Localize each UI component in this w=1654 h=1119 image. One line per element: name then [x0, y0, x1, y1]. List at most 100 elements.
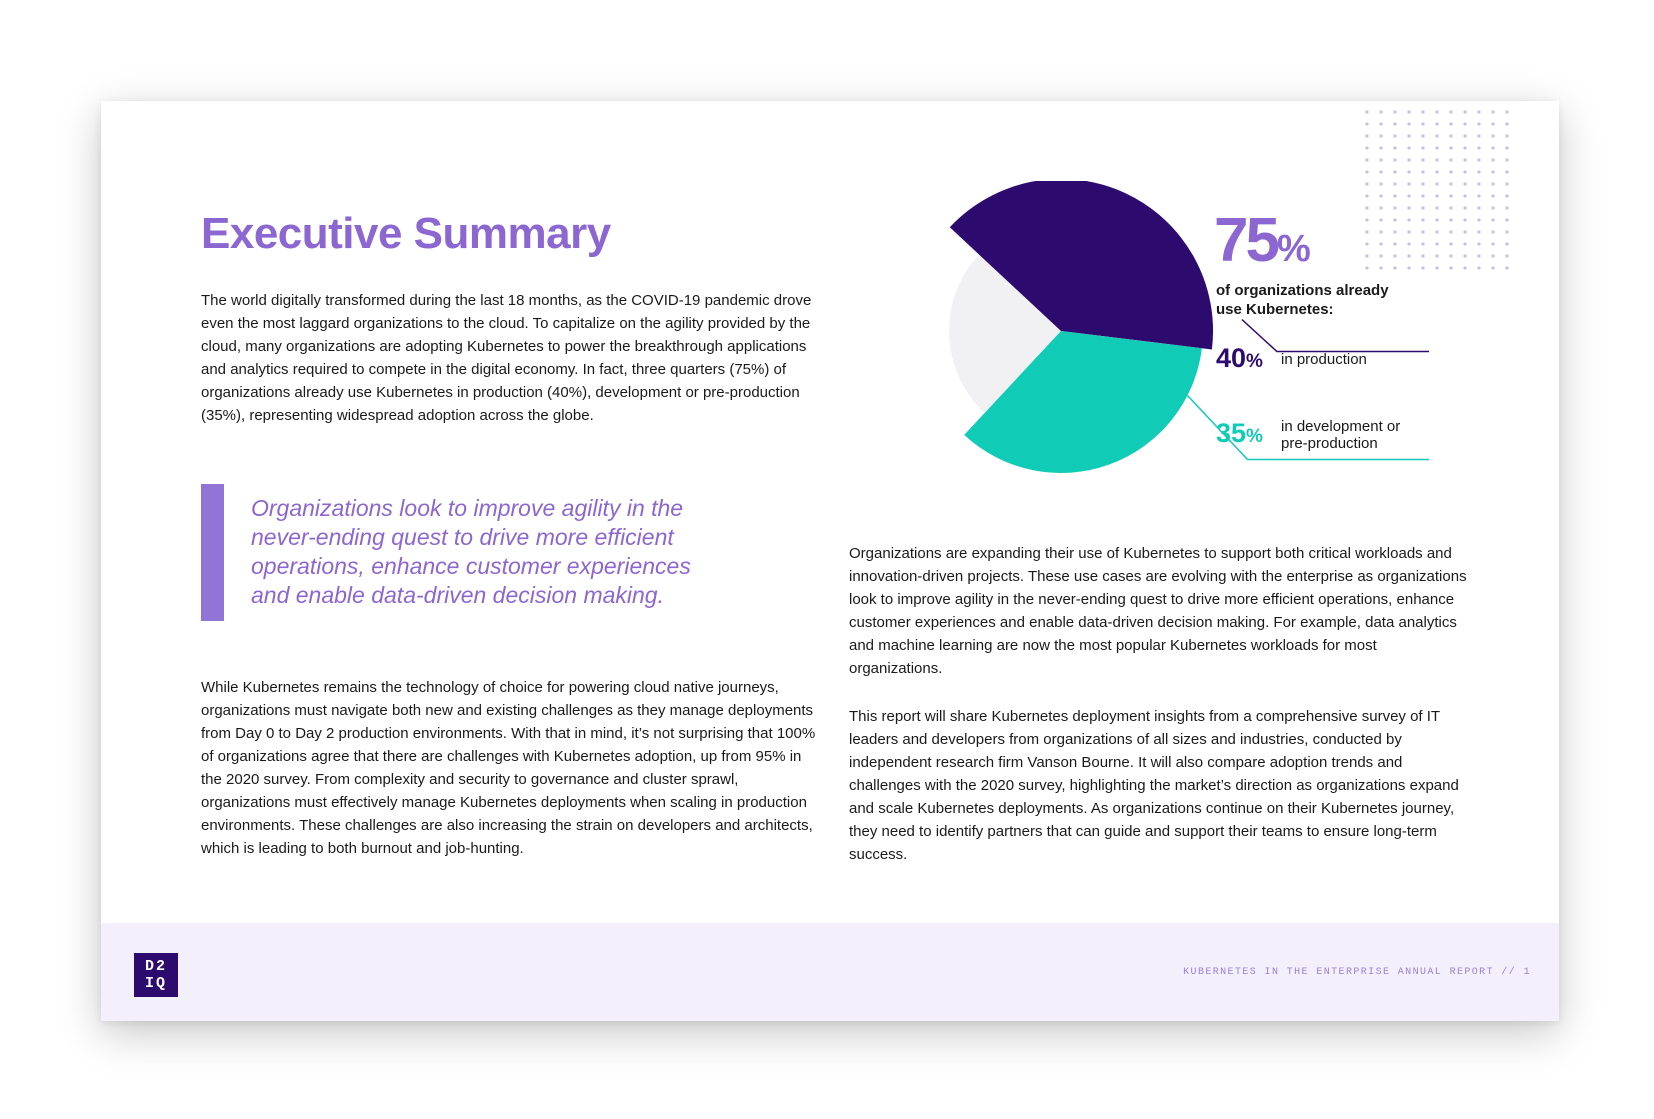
decorative-dot	[1505, 206, 1509, 210]
decorative-dot	[1463, 182, 1467, 186]
decorative-dot	[1463, 218, 1467, 222]
decorative-dot	[1435, 134, 1439, 138]
decorative-dot	[1407, 158, 1411, 162]
decorative-dot	[1407, 218, 1411, 222]
production-number: 40	[1216, 343, 1247, 373]
decorative-dot	[1449, 230, 1453, 234]
decorative-dot	[1379, 182, 1383, 186]
production-label: in production	[1281, 351, 1367, 368]
decorative-dot	[1477, 122, 1481, 126]
decorative-dot	[1477, 266, 1481, 270]
decorative-dot	[1435, 182, 1439, 186]
decorative-dot	[1463, 242, 1467, 246]
decorative-dot	[1379, 206, 1383, 210]
decorative-dot	[1463, 194, 1467, 198]
decorative-dot	[1505, 266, 1509, 270]
decorative-dot	[1491, 122, 1495, 126]
decorative-dot	[1421, 218, 1425, 222]
decorative-dot	[1491, 170, 1495, 174]
decorative-dot	[1463, 254, 1467, 258]
decorative-dot	[1379, 242, 1383, 246]
decorative-dot	[1379, 158, 1383, 162]
decorative-dot	[1421, 266, 1425, 270]
decorative-dot	[1449, 134, 1453, 138]
decorative-dot	[1365, 218, 1369, 222]
decorative-dot	[1407, 194, 1411, 198]
decorative-dot	[1393, 266, 1397, 270]
decorative-dot	[1477, 230, 1481, 234]
decorative-dot	[1491, 218, 1495, 222]
decorative-dot	[1421, 158, 1425, 162]
total-adoption-percent-sign: %	[1276, 228, 1311, 270]
decorative-dot	[1463, 230, 1467, 234]
decorative-dot	[1393, 146, 1397, 150]
logo-line-2: IQ	[144, 975, 167, 992]
decorative-dot	[1435, 230, 1439, 234]
pie-slice-development	[964, 331, 1202, 473]
decorative-dot	[1463, 158, 1467, 162]
decorative-dot	[1449, 122, 1453, 126]
decorative-dot	[1463, 266, 1467, 270]
decorative-dot	[1393, 158, 1397, 162]
decorative-dot	[1407, 242, 1411, 246]
decorative-dot	[1365, 230, 1369, 234]
decorative-dot	[1407, 266, 1411, 270]
decorative-dot	[1435, 194, 1439, 198]
decorative-dot	[1449, 182, 1453, 186]
decorative-dot	[1505, 146, 1509, 150]
decorative-dot	[1491, 206, 1495, 210]
decorative-dot	[1421, 230, 1425, 234]
total-adoption-caption: of organizations already use Kubernetes:	[1216, 282, 1389, 318]
development-percent-sign: %	[1246, 426, 1263, 447]
decorative-dot	[1505, 254, 1509, 258]
leader-line-development	[1186, 394, 1429, 461]
decorative-dot	[1379, 134, 1383, 138]
logo-line-1: D2	[144, 958, 167, 975]
decorative-dot	[1463, 206, 1467, 210]
decorative-dot	[1393, 254, 1397, 258]
decorative-dot	[1435, 158, 1439, 162]
decorative-dot	[1407, 170, 1411, 174]
report-overview-paragraph: This report will share Kubernetes deploy…	[849, 708, 1459, 863]
challenges-paragraph: While Kubernetes remains the technology …	[201, 679, 816, 857]
decorative-dot	[1491, 254, 1495, 258]
decorative-dot	[1379, 122, 1383, 126]
decorative-dot	[1463, 122, 1467, 126]
decorative-dot	[1365, 242, 1369, 246]
decorative-dot	[1393, 230, 1397, 234]
decorative-dot	[1477, 182, 1481, 186]
decorative-dot	[1477, 254, 1481, 258]
decorative-dot	[1421, 206, 1425, 210]
development-number: 35	[1216, 418, 1247, 448]
quote-accent-bar	[201, 484, 224, 621]
decorative-dot	[1365, 122, 1369, 126]
decorative-dot	[1365, 206, 1369, 210]
decorative-dot	[1449, 194, 1453, 198]
decorative-dot	[1393, 206, 1397, 210]
decorative-dot	[1365, 194, 1369, 198]
decorative-dot	[1379, 146, 1383, 150]
decorative-dot	[1393, 122, 1397, 126]
decorative-dot	[1505, 110, 1509, 114]
decorative-dot	[1449, 266, 1453, 270]
decorative-dot	[1435, 206, 1439, 210]
adoption-pie-chart	[948, 181, 1429, 473]
decorative-dot	[1463, 134, 1467, 138]
total-adoption-number: 75	[1214, 206, 1280, 275]
total-adoption-stat: 75%	[1214, 210, 1311, 279]
use-cases-paragraph: Organizations are expanding their use of…	[849, 545, 1467, 677]
decorative-dot	[1421, 242, 1425, 246]
report-name-page-number: KUBERNETES IN THE ENTERPRISE ANNUAL REPO…	[1183, 967, 1531, 978]
decorative-dot	[1477, 134, 1481, 138]
decorative-dot	[1491, 158, 1495, 162]
decorative-dot	[1505, 194, 1509, 198]
leader-line-production	[1241, 318, 1429, 353]
decorative-dot	[1407, 254, 1411, 258]
decorative-dot	[1379, 254, 1383, 258]
decorative-dot	[1435, 170, 1439, 174]
decorative-dot	[1491, 146, 1495, 150]
decorative-dot	[1435, 266, 1439, 270]
decorative-dot	[1379, 170, 1383, 174]
decorative-dot	[1477, 206, 1481, 210]
decorative-dot	[1421, 110, 1425, 114]
